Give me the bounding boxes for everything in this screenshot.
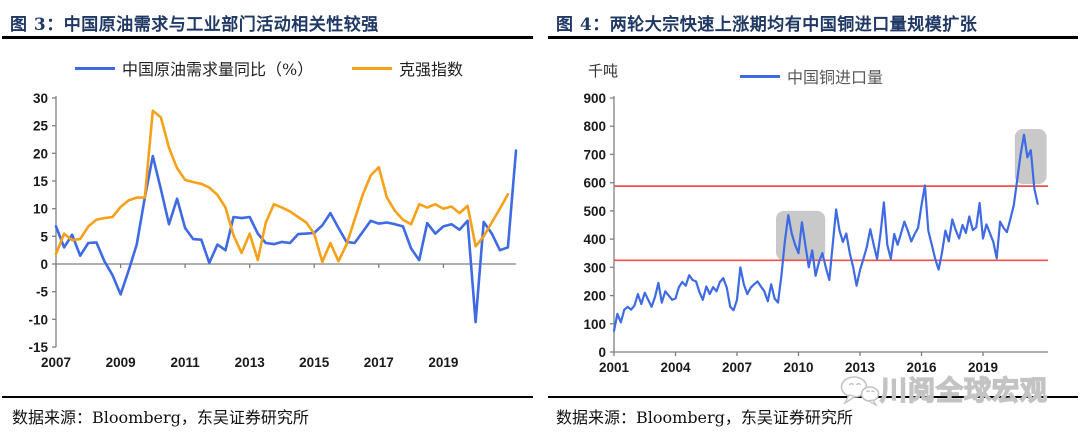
figure3-legend-item-oil: 中国原油需求量同比（%） — [75, 56, 313, 80]
x-tick-label: 2019 — [428, 355, 458, 370]
x-tick-label: 2015 — [299, 355, 330, 370]
orange-line-swatch — [352, 66, 392, 70]
figure4-chart-canvas: 0 100 200 300 400 500 600 700 800 900 2001 2004 2007… — [583, 91, 1048, 375]
y-tick-label: -5 — [36, 285, 48, 300]
series-line-0 — [612, 133, 1039, 332]
x-tick-label: 2019 — [968, 360, 998, 375]
y-tick-label: 400 — [583, 232, 606, 247]
x-tick-label: 2017 — [364, 355, 394, 370]
watermark: 川阅全球宏观 — [840, 375, 1048, 407]
figure3-source: 数据来源：Bloomberg，东吴证券研究所 — [12, 408, 309, 427]
series-line-0 — [54, 149, 518, 324]
y-tick-label: 20 — [33, 146, 48, 161]
y-tick-label: 600 — [583, 176, 606, 191]
y-tick-label: 200 — [583, 289, 606, 304]
y-tick-label: 0 — [598, 345, 606, 360]
x-tick-label: 2016 — [906, 360, 937, 375]
y-tick-label: 25 — [33, 119, 49, 134]
y-tick-label: 800 — [583, 119, 606, 134]
figure3-legend-item-keqiang: 克强指数 — [352, 56, 463, 80]
y-tick-label: -10 — [28, 312, 48, 327]
x-tick-label: 2001 — [599, 360, 630, 375]
x-tick-label: 2007 — [722, 360, 752, 375]
y-tick-label: 100 — [583, 317, 606, 332]
y-tick-label: 900 — [583, 91, 606, 106]
figure3-title-rule — [2, 36, 533, 39]
figure4-source: 数据来源：Bloomberg，东吴证券研究所 — [556, 408, 853, 427]
y-tick-label: 700 — [583, 147, 606, 162]
figure4-legend-item-copper: 中国铜进口量 — [740, 64, 883, 88]
y-tick-label: 300 — [583, 260, 606, 275]
blue-line-swatch — [740, 74, 780, 78]
y-tick-label: 10 — [33, 202, 48, 217]
y-tick-label: -15 — [28, 340, 48, 355]
figure3-chart-canvas: -15 -10 -5 0 5 10 15 20 25 30 2007 2009 2011 2013 2015… — [28, 91, 518, 370]
figure3-bottom-rule — [2, 396, 533, 398]
y-tick-label: 0 — [40, 257, 48, 272]
figure4-title: 图 4：两轮大宗快速上涨期均有中国铜进口量规模扩张 — [556, 15, 978, 35]
y-tick-label: 15 — [33, 174, 49, 189]
legend-label-keqiang-index: 克强指数 — [399, 60, 464, 79]
y-tick-label: 5 — [40, 229, 48, 244]
x-tick-label: 2013 — [845, 360, 876, 375]
y-tick-label: 30 — [33, 91, 48, 106]
figure4-bottom-rule — [548, 396, 1078, 398]
x-tick-label: 2007 — [41, 355, 71, 370]
figure4-title-rule — [548, 36, 1078, 39]
x-tick-label: 2011 — [170, 355, 200, 370]
wechat-icon — [840, 376, 880, 407]
blue-line-swatch — [75, 66, 115, 70]
series-line-1 — [54, 109, 510, 264]
x-tick-label: 2010 — [783, 360, 813, 375]
legend-label-oil-demand: 中国原油需求量同比（%） — [122, 60, 314, 79]
watermark-text: 川阅全球宏观 — [879, 375, 1048, 407]
legend-label-copper-imports: 中国铜进口量 — [787, 68, 884, 87]
figure4-y-unit-label: 千吨 — [588, 62, 619, 80]
y-tick-label: 500 — [583, 204, 606, 219]
figure3-title: 图 3：中国原油需求与工业部门活动相关性较强 — [10, 15, 379, 35]
x-tick-label: 2004 — [660, 360, 691, 375]
x-tick-label: 2009 — [106, 355, 136, 370]
x-tick-label: 2013 — [235, 355, 266, 370]
